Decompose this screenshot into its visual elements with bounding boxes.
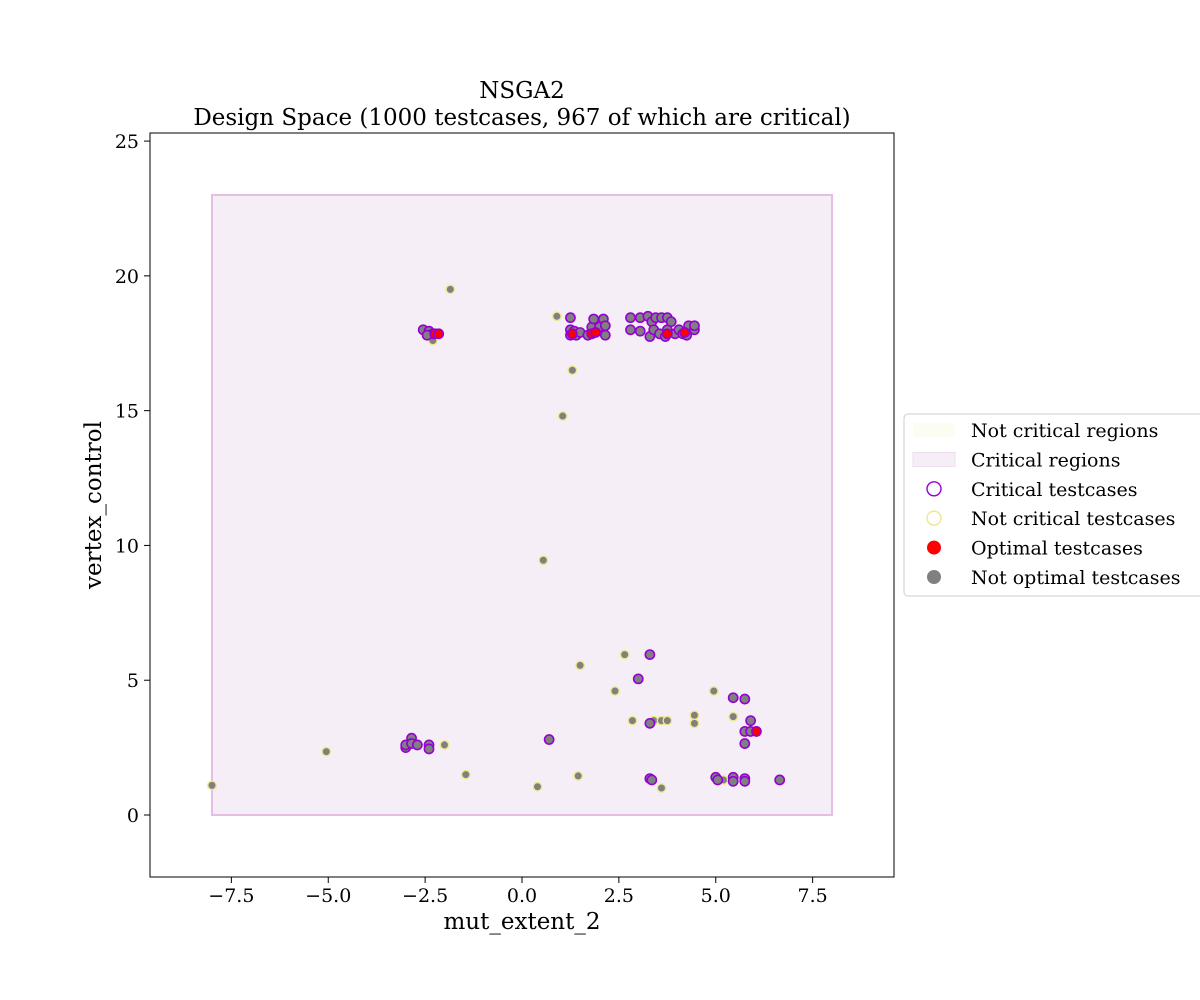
x-axis-label: mut_extent_2 [444, 909, 601, 935]
not-critical-testcase-point [551, 311, 562, 322]
critical-testcase-point [411, 739, 423, 751]
x-tick-label: 0.0 [507, 885, 537, 907]
not-critical-testcase-point [445, 284, 456, 295]
legend-label: Critical testcases [971, 479, 1137, 501]
legend-ring-not-critical [926, 510, 942, 526]
y-axis-ticks: 0 5 10 15 20 25 [115, 131, 150, 827]
critical-testcase-point [644, 717, 656, 729]
critical-testcase-point [727, 692, 739, 704]
critical-testcase-point [625, 312, 636, 324]
not-critical-testcase-point [532, 781, 543, 792]
critical-testcase-point [634, 325, 646, 337]
critical-testcase-point [599, 329, 611, 341]
critical-testcase-point [543, 734, 555, 745]
critical-testcase-point [745, 715, 757, 727]
not-critical-testcase-point [662, 715, 673, 726]
legend-label: Not critical testcases [971, 508, 1175, 530]
legend-dot-optimal [927, 540, 941, 555]
legend-patch-critical [912, 451, 956, 467]
not-critical-testcase-point [460, 769, 471, 780]
not-critical-testcase-point [689, 718, 700, 729]
legend-patch-not-critical [913, 423, 955, 437]
not-critical-testcase-point [573, 771, 584, 781]
critical-testcase-point [665, 316, 677, 328]
critical-testcase-point [739, 738, 751, 749]
critical-testcase-point [646, 774, 658, 786]
y-axis-label: vertex_control [81, 421, 107, 590]
x-axis-ticks: −7.5 −5.0 −2.5 0.0 2.5 5.0 7.5 [208, 877, 828, 907]
legend-box [903, 413, 1200, 597]
x-tick-label: 2.5 [604, 885, 634, 907]
legend-label: Not optimal testcases [971, 567, 1181, 589]
y-tick-label: 20 [115, 266, 139, 288]
x-tick-label: 5.0 [701, 885, 731, 907]
optimal-testcase-point [566, 328, 578, 340]
optimal-testcase-point [679, 327, 691, 338]
legend-label: Not critical regions [971, 420, 1158, 442]
critical-testcase-point [599, 320, 611, 332]
critical-testcase-point [774, 774, 786, 786]
not-critical-testcase-point [538, 555, 549, 566]
critical-testcase-point [632, 673, 644, 685]
not-critical-testcase-point [439, 740, 450, 750]
x-tick-label: −5.0 [305, 885, 351, 907]
not-critical-testcase-point [728, 711, 739, 722]
x-tick-label: 7.5 [798, 885, 828, 907]
y-tick-label: 10 [115, 535, 139, 557]
critical-region [211, 194, 833, 816]
not-critical-testcase-point [689, 710, 700, 721]
critical-testcase-point [644, 649, 656, 661]
critical-testcase-point [423, 743, 435, 755]
not-critical-testcase-point [708, 686, 719, 696]
y-tick-label: 5 [127, 670, 139, 692]
not-critical-testcase-point [656, 783, 667, 793]
not-critical-testcase-point [207, 780, 217, 791]
critical-testcase-point [565, 312, 576, 324]
not-critical-testcase-point [321, 746, 332, 757]
critical-testcase-point [625, 324, 636, 336]
critical-testcase-point [739, 693, 751, 705]
chart-subtitle: Design Space (1000 testcases, 967 of whi… [193, 105, 850, 131]
legend-label: Optimal testcases [971, 538, 1143, 560]
not-critical-testcase-point [619, 649, 630, 660]
legend-label: Critical regions [971, 449, 1121, 471]
critical-testcase-point [689, 320, 700, 332]
x-tick-label: −2.5 [402, 885, 448, 907]
optimal-testcase-point [590, 327, 602, 338]
y-tick-label: 25 [115, 131, 139, 153]
not-critical-testcase-point [610, 686, 620, 696]
critical-testcase-point [712, 774, 724, 786]
critical-testcase-point [727, 775, 739, 787]
data-points [207, 284, 786, 793]
x-tick-label: −7.5 [208, 885, 254, 907]
not-critical-testcase-point [627, 715, 638, 726]
legend-dot-not-optimal [927, 570, 941, 584]
not-critical-testcase-point [567, 365, 578, 376]
not-critical-testcase-point [557, 411, 568, 421]
critical-testcase-point [739, 775, 751, 787]
y-tick-label: 0 [127, 805, 139, 827]
optimal-testcase-point [751, 726, 762, 737]
optimal-testcase-point [661, 328, 673, 340]
y-tick-label: 15 [115, 401, 139, 423]
critical-testcase-point [588, 313, 600, 325]
not-critical-testcase-point [575, 660, 586, 671]
chart-title: NSGA2 [479, 78, 565, 104]
legend-ring-critical [926, 481, 942, 497]
optimal-testcase-point [433, 328, 445, 340]
legend: Not critical regions Critical regions Crit… [903, 413, 1200, 597]
